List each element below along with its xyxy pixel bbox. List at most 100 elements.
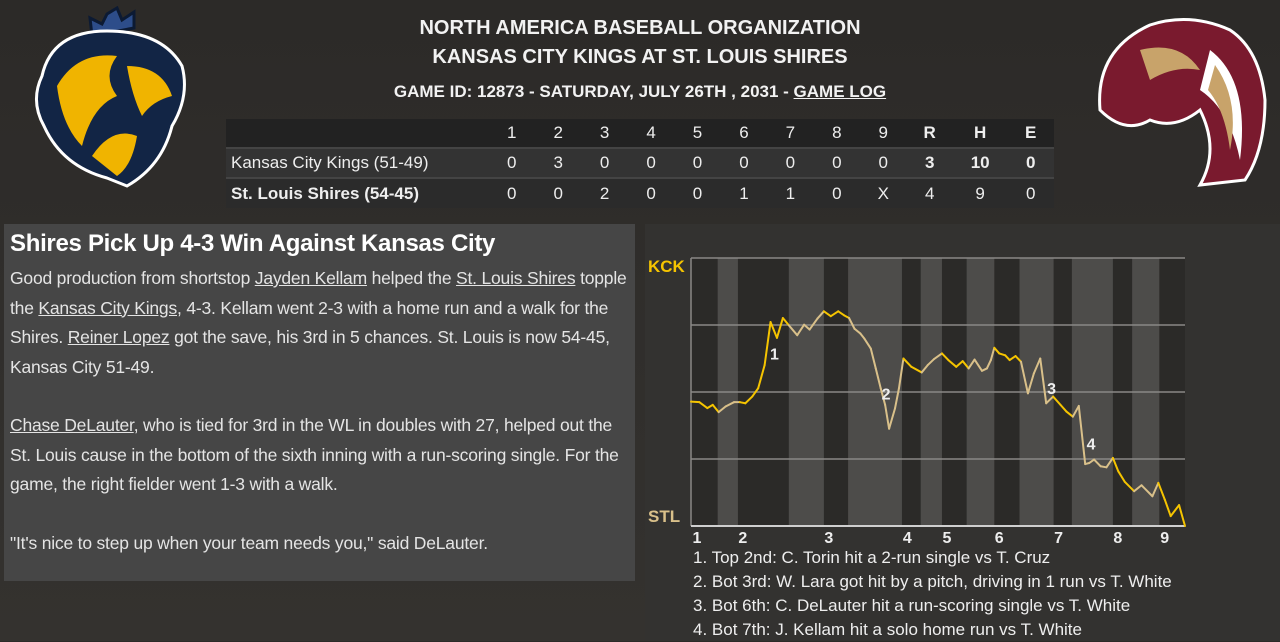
game-log-link[interactable]: GAME LOG [793, 82, 887, 101]
inning-tick-label: 7 [1054, 530, 1063, 547]
win-probability-segment [787, 324, 799, 337]
win-probability-segment [869, 347, 877, 370]
win-probability-segment [947, 359, 958, 368]
win-probability-segment [816, 310, 825, 320]
win-probability-segment [989, 346, 996, 362]
hits-total: 10 [952, 147, 1008, 178]
inning-8-runs: 0 [813, 177, 861, 208]
article-text: topple the [10, 268, 627, 318]
column-header-h: H [952, 119, 1008, 148]
st-louis-shires-logo [1098, 18, 1267, 187]
column-header-9: 9 [860, 119, 907, 148]
inning-3-runs: 2 [581, 177, 628, 208]
win-probability-segment [910, 365, 923, 374]
inning-tick-label: 6 [995, 530, 1004, 547]
win-probability-segment [993, 346, 1001, 355]
win-probability-segment [690, 400, 701, 404]
win-probability-segment [1157, 481, 1166, 501]
win-probability-segment [879, 387, 887, 406]
inning-4-runs: 0 [627, 147, 675, 178]
win-probability-segment [894, 387, 900, 410]
win-probability-segment [933, 352, 943, 361]
win-probability-segment [973, 358, 983, 372]
key-play-note: 3. Bot 6th: C. DeLauter hit a run-scorin… [693, 596, 1131, 615]
inning-5-runs: 0 [674, 177, 721, 208]
column-header-5: 5 [674, 119, 721, 148]
win-probability-segment [698, 401, 709, 410]
entity-link[interactable]: Chase DeLauter [10, 415, 134, 435]
entity-link[interactable]: Kansas City Kings [38, 297, 177, 318]
entity-link[interactable]: Reiner Lopez [67, 327, 170, 347]
article-body: Good production from shortstop Jayden Ke… [10, 264, 629, 558]
win-probability-segment [781, 317, 790, 327]
win-probability-segment [829, 310, 840, 318]
win-probability-segment [998, 352, 1007, 357]
win-probability-segment [1117, 470, 1126, 483]
win-probability-segment [1093, 458, 1102, 468]
win-probability-segment [1151, 481, 1160, 498]
team-row: St. Louis Shires (54-45) 0 0 2 0 0 1 1 0 X 4 9 0 [226, 177, 1054, 208]
win-probability-segment [1123, 480, 1136, 493]
inning-9-runs: 0 [860, 147, 907, 178]
win-probability-segment [1169, 504, 1181, 518]
article-paragraph: Good production from shortstop Jayden Ke… [10, 264, 629, 382]
win-probability-segment [897, 357, 905, 390]
win-probability-segment [775, 317, 784, 339]
matchup-title: KANSAS CITY KINGS AT ST. LOUIS SHIRES [432, 46, 848, 68]
column-header-8: 8 [813, 119, 861, 148]
win-probability-segment [1052, 395, 1062, 406]
team-name[interactable]: St. Louis Shires (54-45) [226, 177, 489, 208]
win-probability-segment [884, 403, 891, 430]
inning-4-runs: 0 [627, 177, 675, 208]
win-probability-segment [1088, 458, 1096, 465]
entity-link[interactable]: St. Louis Shires [456, 268, 576, 288]
article-text: "It's nice to step up when your team nee… [10, 532, 488, 553]
key-play-marker: 1 [770, 346, 779, 363]
inning-1-runs: 0 [488, 147, 535, 178]
win-probability-segment [796, 323, 806, 337]
column-header-1: 1 [488, 119, 535, 148]
win-probability-segment [757, 364, 766, 390]
inning-6-runs: 0 [720, 147, 768, 178]
entity-link[interactable]: Jayden Kellam [254, 268, 367, 288]
win-probability-segment [1059, 403, 1068, 413]
inning-6-runs: 1 [720, 177, 768, 208]
win-probability-segment [706, 403, 714, 410]
inning-8-runs: 0 [813, 147, 861, 178]
win-probability-segment [803, 323, 811, 331]
article-text: , 4-3. Kellam went 2-3 with a home run a… [10, 297, 609, 348]
win-probability-segment [751, 387, 760, 398]
win-probability-segment [1133, 484, 1143, 493]
article-text: , who is tied for 3rd in the WL in doubl… [10, 415, 619, 494]
column-header-3: 3 [581, 119, 628, 148]
league-title: NORTH AMERICA BASEBALL ORGANIZATION [419, 17, 861, 39]
key-play-note: 2. Bot 3rd: W. Lara got hit by a pitch, … [693, 572, 1172, 591]
article-text: Good production from shortstop [10, 268, 255, 288]
runs-total: 4 [906, 177, 953, 208]
win-probability-segment [853, 327, 862, 335]
win-probability-segment [859, 332, 866, 340]
hits-total: 9 [952, 177, 1008, 208]
win-probability-segment [1004, 354, 1011, 362]
column-header-r: R [906, 119, 953, 148]
kansas-city-kings-logo [35, 6, 186, 188]
inning-7-runs: 1 [767, 177, 814, 208]
inning-tick-label: 3 [824, 530, 833, 547]
column-header-7: 7 [767, 119, 814, 148]
chart-annotations: 1. Top 2nd: C. Torin hit a 2-run single … [693, 546, 1172, 642]
inning-2-runs: 0 [534, 177, 582, 208]
win-probability-segment [955, 360, 964, 368]
inning-1-runs: 0 [488, 177, 535, 208]
win-probability-segment [1071, 404, 1080, 418]
win-probability-segment [1163, 498, 1172, 518]
win-probability-segment [717, 405, 727, 414]
inning-tick-label: 4 [903, 530, 912, 547]
win-probability-segment [1065, 410, 1074, 418]
win-probability-segment [769, 321, 778, 339]
win-probability-segment [926, 358, 936, 367]
win-probability-segment [1026, 372, 1035, 395]
team-name[interactable]: Kansas City Kings (51-49) [226, 147, 489, 178]
win-probability-segment [940, 352, 950, 362]
win-probability-segment [808, 317, 819, 331]
